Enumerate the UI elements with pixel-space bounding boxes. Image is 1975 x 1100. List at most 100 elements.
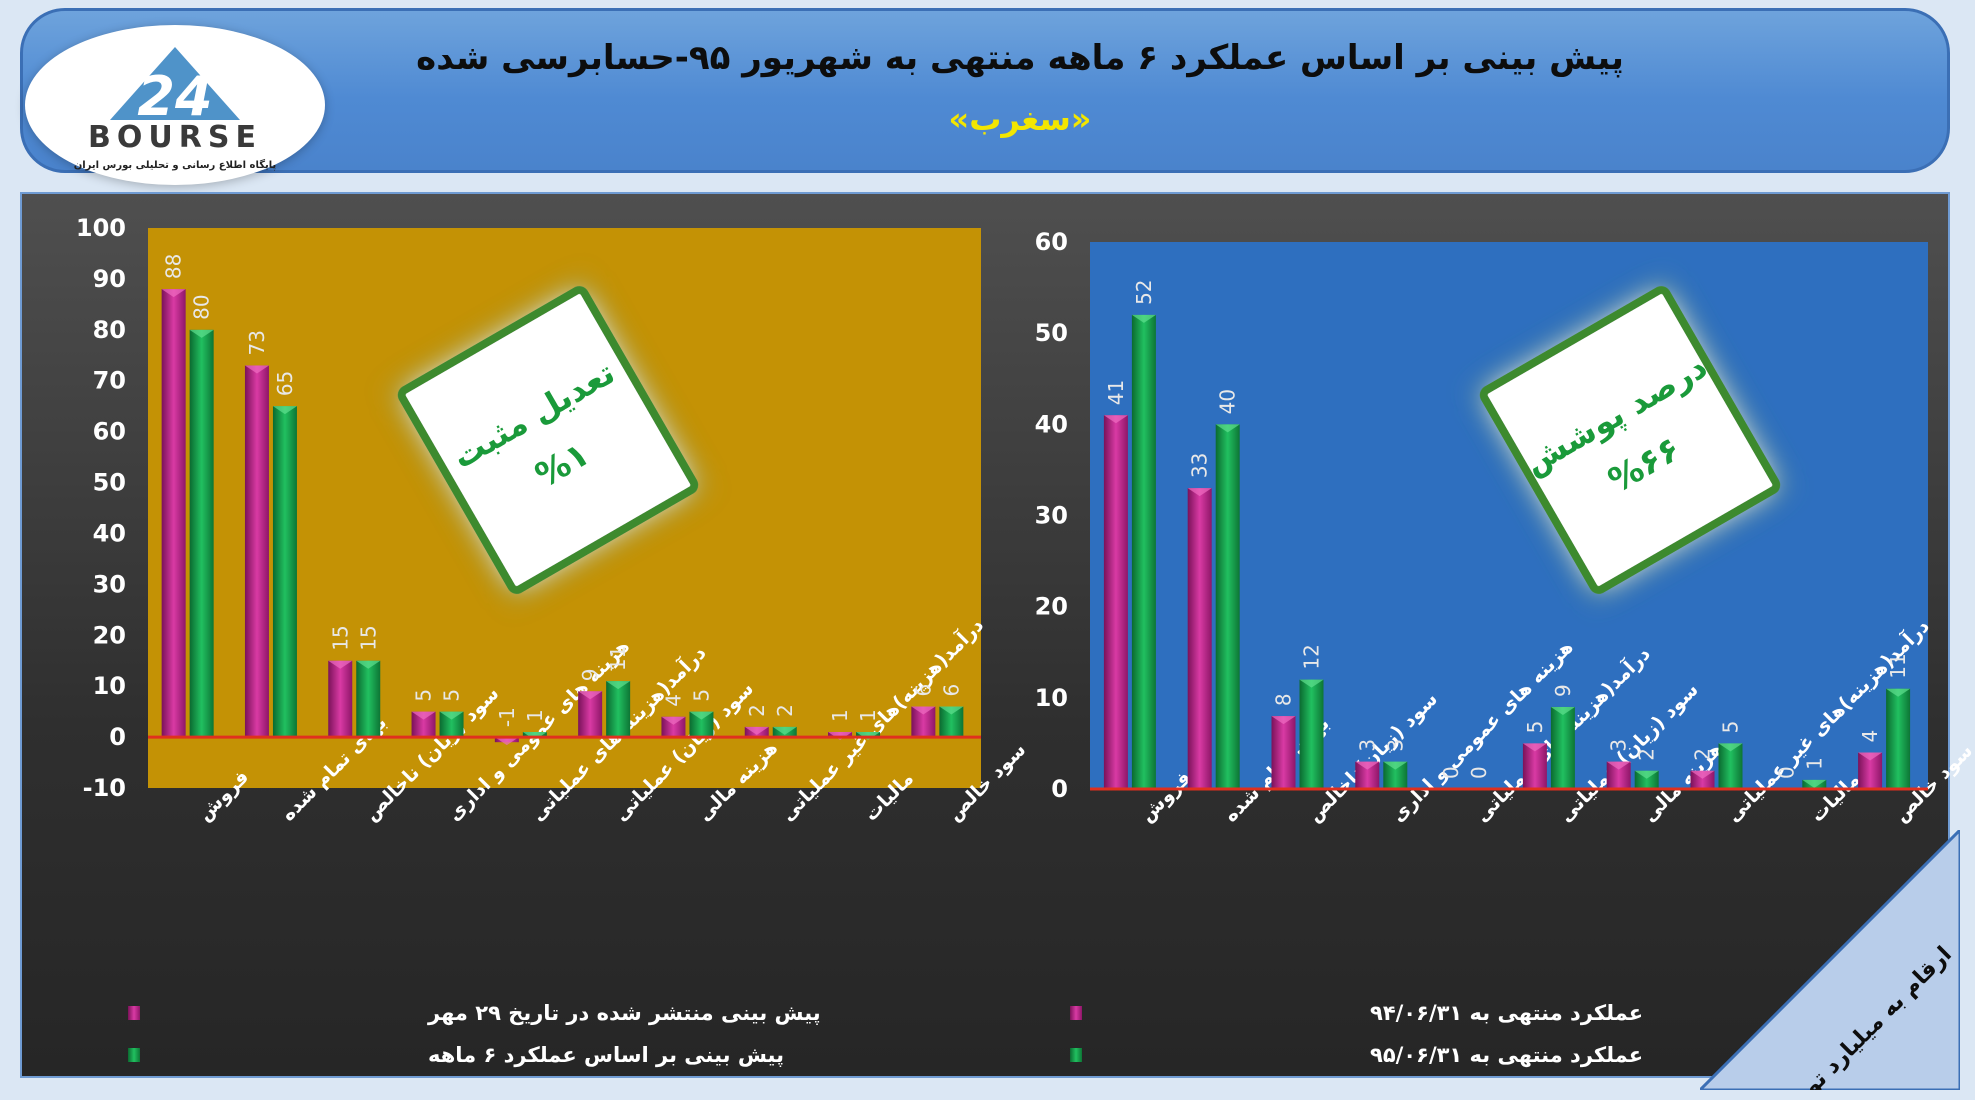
data-label: 4: [1858, 730, 1882, 743]
data-label: 3: [1383, 739, 1407, 752]
data-label: 5: [1719, 721, 1743, 734]
data-label: 2: [1635, 748, 1659, 761]
data-label: 3: [1607, 739, 1631, 752]
y-tick-label: 80: [93, 316, 126, 344]
bar: [1299, 679, 1324, 789]
bar-cap: [1271, 716, 1296, 725]
y-tick-label: 20: [1035, 593, 1068, 621]
bar-cap: [911, 706, 936, 715]
legend-label: عملکرد منتهی به ۹۵/۰۶/۳۱: [1370, 1043, 1643, 1067]
data-label: 15: [328, 625, 352, 650]
y-tick-label: 70: [93, 367, 126, 395]
legend-swatch: [128, 1048, 140, 1062]
data-label: 6: [939, 684, 963, 697]
data-label: 15: [356, 625, 380, 650]
bar-cap: [494, 737, 519, 746]
bar-cap: [1606, 761, 1631, 770]
y-tick-label: 50: [1035, 319, 1068, 347]
badge-box: [1479, 286, 1781, 594]
corner-note: ارقام به میلیارد تومان: [1700, 830, 1960, 1090]
bar-cap: [1690, 770, 1715, 779]
bar: [244, 365, 269, 738]
data-label: 0: [1774, 766, 1798, 779]
bar-cap: [1522, 743, 1547, 752]
data-label: 0: [1467, 766, 1491, 779]
data-label: 33: [1188, 453, 1212, 478]
data-label: 5: [440, 689, 464, 702]
bar-cap: [328, 660, 353, 669]
y-tick-label: 100: [76, 214, 126, 242]
logo-text: BOURSE: [88, 120, 262, 155]
y-tick-label: 90: [93, 265, 126, 293]
data-label: 2: [1691, 748, 1715, 761]
y-tick-label: 50: [93, 469, 126, 497]
bar: [1103, 415, 1128, 789]
bar-cap: [1131, 314, 1156, 323]
badge: تعدیل مثبت%۱: [397, 286, 699, 594]
data-label: 1: [828, 709, 852, 722]
data-label: 11: [1886, 653, 1910, 678]
data-label: 6: [911, 684, 935, 697]
left-chart: -1001020304050607080901008880فروش7365بها…: [76, 214, 1030, 1067]
bar-cap: [272, 406, 297, 415]
bar: [189, 329, 214, 738]
data-label: 4: [661, 694, 685, 707]
data-label: 0: [1439, 766, 1463, 779]
bar-cap: [439, 711, 464, 720]
bar: [1634, 770, 1659, 789]
data-label: 73: [245, 330, 269, 355]
bar-cap: [1187, 488, 1212, 497]
bar-cap: [189, 329, 214, 338]
y-tick-label: 10: [1035, 684, 1068, 712]
bar: [1187, 488, 1212, 789]
y-tick-label: 30: [93, 570, 126, 598]
y-tick-label: 20: [93, 621, 126, 649]
bar: [1690, 770, 1715, 789]
data-label: 2: [773, 704, 797, 717]
data-label: 41: [1104, 380, 1128, 405]
bar: [1215, 424, 1240, 789]
data-label: 52: [1132, 279, 1156, 304]
bar-cap: [578, 691, 603, 700]
bar-cap: [356, 660, 381, 669]
data-label: 9: [1551, 684, 1575, 697]
data-label: 9: [578, 669, 602, 682]
data-label: 3: [1355, 739, 1379, 752]
data-label: 40: [1216, 389, 1240, 414]
bar-cap: [689, 711, 714, 720]
data-label: 12: [1300, 644, 1324, 669]
data-label: 80: [190, 294, 214, 319]
data-label: 1: [523, 709, 547, 722]
y-tick-label: 30: [1035, 502, 1068, 530]
bar: [161, 289, 186, 738]
legend-label: پیش بینی منتشر شده در تاریخ ۲۹ مهر: [427, 1001, 821, 1025]
data-label: 88: [162, 254, 186, 279]
page-title: پیش بینی بر اساس عملکرد ۶ ماهه منتهی به …: [416, 38, 1624, 78]
bar: [661, 716, 686, 738]
badge-box: [397, 286, 699, 594]
y-tick-label: 60: [1035, 228, 1068, 256]
bar-cap: [772, 726, 797, 735]
bar-cap: [244, 365, 269, 374]
bar-cap: [1802, 779, 1827, 788]
bar-cap: [1718, 743, 1743, 752]
data-label: 5: [1523, 721, 1547, 734]
header-band: [20, 8, 1950, 173]
badge: درصد پوشش%۶۶: [1479, 286, 1781, 594]
bar-cap: [661, 716, 686, 725]
bar-cap: [1103, 415, 1128, 424]
legend-label: پیش بینی بر اساس عملکرد ۶ ماهه: [428, 1043, 784, 1067]
data-label: 1: [856, 709, 880, 722]
bourse24-logo-icon: 24 BOURSE پایگاه اطلاع رسانی و تحلیلی بو…: [74, 47, 277, 171]
legend-swatch: [1070, 1048, 1082, 1062]
data-label: 1: [1802, 757, 1826, 770]
y-tick-label: 10: [93, 672, 126, 700]
bar: [356, 660, 381, 738]
bar-cap: [1550, 706, 1575, 715]
data-label: 5: [412, 689, 436, 702]
logo: 24 BOURSE پایگاه اطلاع رسانی و تحلیلی بو…: [25, 25, 325, 185]
bar: [1271, 716, 1296, 789]
y-tick-label: 40: [1035, 410, 1068, 438]
